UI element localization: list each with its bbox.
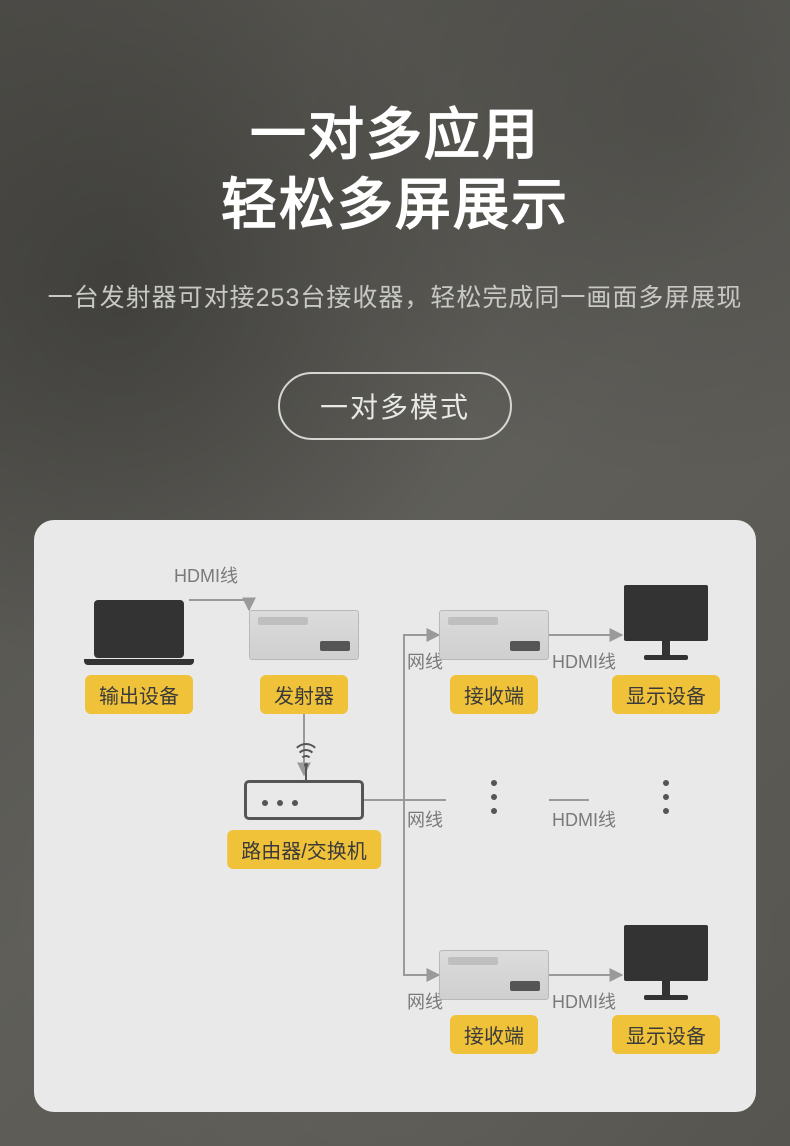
receiver-2-icon	[439, 950, 549, 1000]
laptop-icon	[94, 600, 194, 665]
ellipsis-receivers	[491, 780, 497, 814]
tag-receiver-1: 接收端	[450, 675, 538, 714]
receiver-1-icon	[439, 610, 549, 660]
ellipsis-displays	[663, 780, 669, 814]
diagram-wrap: 输出设备 HDMI线 发射器 路由器/交换机 网线 网线 网线 接收端 接收端 …	[34, 520, 756, 1112]
router-icon	[244, 780, 364, 820]
hero-section: 一对多应用 轻松多屏展示 一台发射器可对接253台接收器，轻松完成同一画面多屏展…	[0, 0, 790, 440]
title-line-2: 轻松多屏展示	[221, 173, 569, 236]
tag-receiver-2: 接收端	[450, 1015, 538, 1054]
tag-output-device: 输出设备	[85, 675, 193, 714]
transmitter-icon	[249, 610, 359, 660]
page-title: 一对多应用 轻松多屏展示	[0, 100, 790, 240]
tag-display-1: 显示设备	[612, 675, 720, 714]
monitor-2-icon	[624, 925, 708, 1000]
tag-router-switch: 路由器/交换机	[227, 830, 381, 869]
label-hdmi-mid: HDMI线	[552, 806, 616, 832]
label-net-bot: 网线	[407, 988, 443, 1014]
page-subtitle: 一台发射器可对接253台接收器，轻松完成同一画面多屏展现	[0, 278, 790, 314]
diagram-panel: 输出设备 HDMI线 发射器 路由器/交换机 网线 网线 网线 接收端 接收端 …	[34, 520, 756, 1112]
label-net-top: 网线	[407, 648, 443, 674]
label-net-mid: 网线	[407, 806, 443, 832]
label-hdmi-top: HDMI线	[174, 562, 238, 588]
monitor-1-icon	[624, 585, 708, 660]
tag-transmitter: 发射器	[260, 675, 348, 714]
label-hdmi-r1: HDMI线	[552, 648, 616, 674]
label-hdmi-r2: HDMI线	[552, 988, 616, 1014]
title-line-1: 一对多应用	[250, 103, 540, 166]
mode-pill: 一对多模式	[278, 372, 512, 440]
tag-display-2: 显示设备	[612, 1015, 720, 1054]
